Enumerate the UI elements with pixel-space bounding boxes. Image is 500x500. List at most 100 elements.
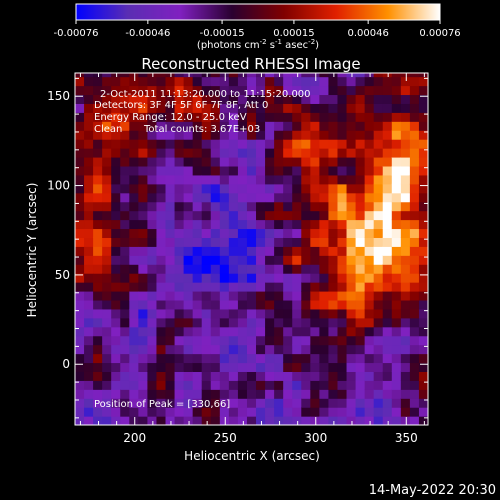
heatmap-cell — [418, 219, 428, 230]
heatmap-cell — [156, 344, 167, 355]
heatmap-cell — [228, 264, 239, 274]
heatmap-cell — [400, 326, 411, 337]
heatmap-cell — [183, 121, 194, 131]
heatmap-cell — [337, 210, 348, 221]
heatmap-cell — [129, 76, 139, 87]
heatmap-cell — [319, 308, 330, 319]
heatmap-cell — [355, 183, 366, 194]
heatmap-cell — [283, 264, 293, 274]
heatmap-cell — [120, 299, 130, 310]
heatmap-cell — [147, 139, 158, 149]
heatmap-cell — [418, 353, 428, 364]
heatmap-cell — [301, 148, 311, 158]
heatmap-cell — [237, 246, 248, 256]
heatmap-cell — [228, 344, 239, 355]
heatmap-cell — [319, 273, 330, 283]
heatmap-cell — [111, 228, 121, 238]
heatmap-cell — [192, 148, 203, 158]
heatmap-cell — [373, 210, 384, 221]
heatmap-cell — [174, 139, 185, 149]
heatmap-cell — [111, 210, 121, 221]
heatmap-cell — [192, 165, 203, 176]
heatmap-cell — [319, 317, 330, 328]
heatmap-cell — [183, 246, 194, 256]
heatmap-cell — [201, 156, 212, 167]
heatmap-cell — [111, 317, 121, 328]
heatmap-cell — [292, 282, 302, 292]
heatmap-cell — [174, 219, 185, 230]
heatmap-cell — [400, 121, 411, 131]
x-tick-label: 200 — [123, 431, 146, 445]
heatmap-cell — [111, 165, 121, 176]
heatmap-cell — [418, 237, 428, 247]
heatmap-cell — [237, 183, 248, 194]
heatmap-cell — [219, 371, 230, 381]
heatmap-cell — [237, 165, 248, 176]
heatmap-cell — [274, 228, 284, 238]
heatmap-cell — [337, 103, 348, 113]
heatmap-cell — [409, 174, 420, 185]
heatmap-cell — [319, 416, 330, 425]
heatmap-cell — [156, 73, 167, 78]
heatmap-cell — [111, 121, 121, 131]
heatmap-cell — [256, 299, 266, 310]
heatmap-cell — [265, 156, 275, 167]
heatmap-cell — [382, 273, 393, 283]
heatmap-cell — [129, 407, 139, 417]
heatmap-cell — [201, 183, 212, 194]
heatmap-cell — [147, 85, 158, 96]
heatmap-cell — [93, 389, 103, 399]
heatmap-cell — [310, 156, 320, 167]
heatmap-cell — [319, 219, 330, 230]
heatmap-cell — [310, 389, 320, 399]
heatmap-cell — [201, 85, 212, 96]
heatmap-cell — [418, 139, 428, 149]
heatmap-cell — [337, 371, 348, 381]
heatmap-cell — [237, 237, 248, 247]
heatmap-cell — [382, 290, 393, 301]
heatmap-cell — [337, 139, 348, 149]
heatmap-cell — [274, 371, 284, 381]
heatmap-cell — [156, 121, 167, 131]
heatmap-cell — [418, 156, 428, 167]
heatmap-cell — [391, 282, 402, 292]
heatmap-cell — [346, 94, 357, 104]
heatmap-cell — [120, 174, 130, 185]
heatmap-cell — [292, 228, 302, 238]
heatmap-cell — [400, 389, 411, 399]
heatmap-cell — [301, 76, 311, 87]
heatmap-cell — [328, 362, 339, 372]
heatmap-cell — [147, 228, 158, 238]
heatmap-cell — [228, 362, 239, 372]
heatmap-cell — [75, 407, 85, 417]
heatmap-cell — [237, 94, 248, 104]
heatmap-cell — [310, 219, 320, 230]
heatmap-cell — [283, 362, 293, 372]
heatmap-cell — [129, 156, 139, 167]
heatmap-cell — [75, 264, 85, 274]
heatmap-cell — [183, 362, 194, 372]
heatmap-cell — [418, 76, 428, 87]
heatmap-cell — [210, 183, 221, 194]
heatmap-cell — [274, 317, 284, 328]
heatmap-cell — [84, 416, 94, 425]
heatmap-cell — [292, 371, 302, 381]
heatmap-cell — [274, 201, 284, 212]
heatmap-cell — [219, 353, 230, 364]
heatmap-cell — [93, 290, 103, 301]
heatmap-cell — [310, 73, 320, 78]
heatmap-cell — [400, 273, 411, 283]
heatmap-cell — [292, 85, 302, 96]
heatmap-cell — [301, 183, 311, 194]
heatmap-cell — [265, 130, 275, 140]
heatmap-cell — [219, 121, 230, 131]
heatmap-cell — [138, 130, 149, 140]
heatmap-cell — [382, 112, 393, 122]
heatmap-cell — [147, 255, 158, 265]
heatmap-cell — [274, 94, 284, 104]
heatmap-cell — [237, 156, 248, 167]
heatmap-cell — [246, 246, 257, 256]
heatmap-cell — [147, 246, 158, 256]
heatmap-cell — [129, 73, 139, 78]
